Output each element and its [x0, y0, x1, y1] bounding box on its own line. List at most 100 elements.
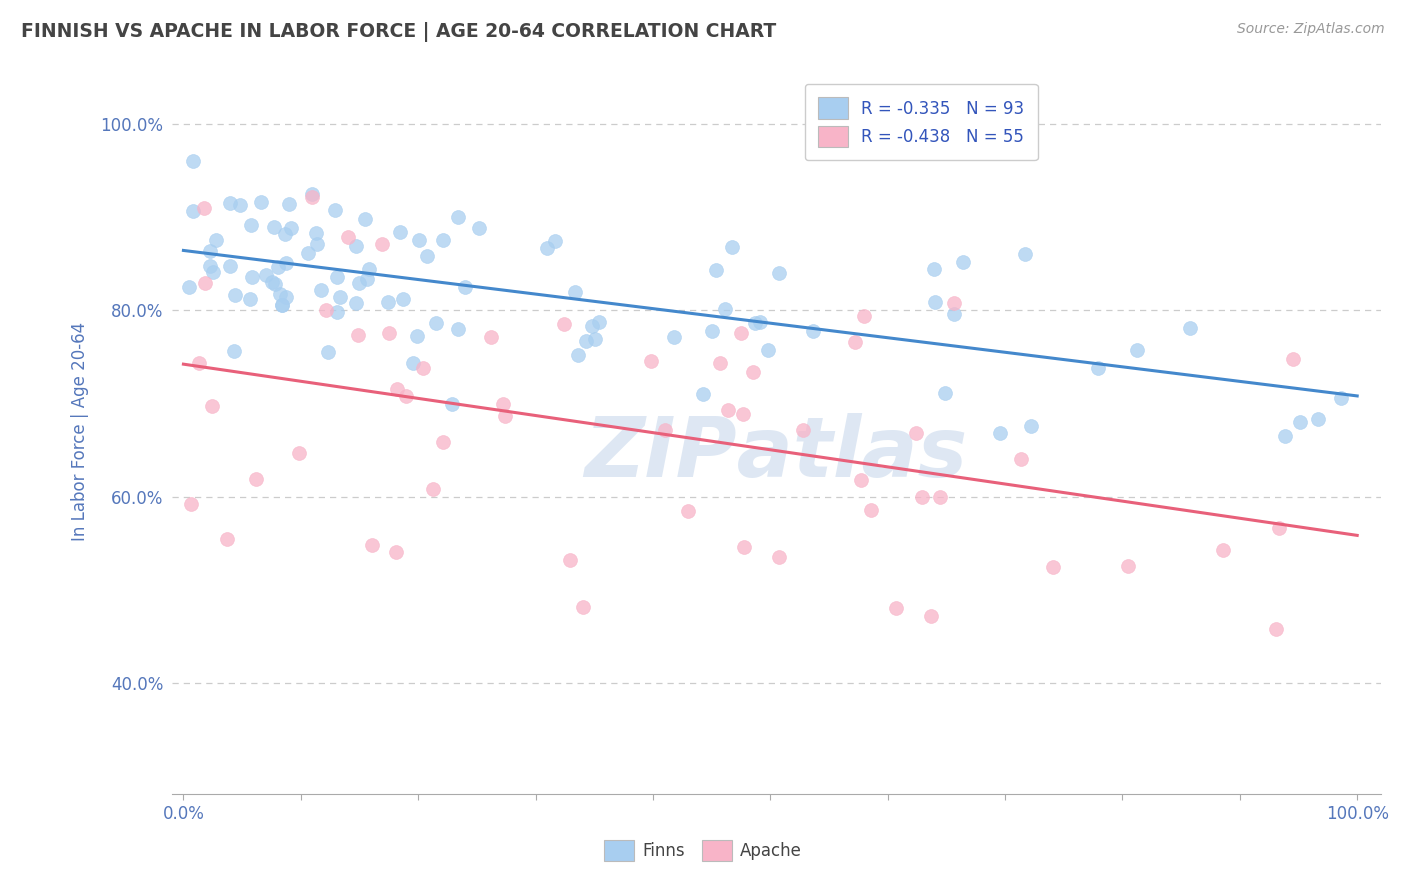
Point	[678, 504, 700, 518]
Point	[494, 409, 516, 423]
Point	[356, 271, 378, 285]
Point	[263, 277, 285, 291]
Point	[229, 198, 252, 212]
Legend: R = -0.335   N = 93, R = -0.438   N = 55: R = -0.335 N = 93, R = -0.438 N = 55	[804, 84, 1038, 161]
Point	[344, 296, 367, 310]
Point	[575, 334, 598, 349]
Point	[1126, 343, 1149, 357]
Point	[432, 434, 454, 449]
Point	[884, 601, 907, 615]
Point	[1087, 360, 1109, 375]
Point	[301, 187, 323, 202]
Point	[204, 233, 226, 247]
Point	[860, 503, 883, 517]
Point	[377, 294, 399, 309]
Point	[309, 283, 332, 297]
Point	[347, 276, 370, 290]
Point	[581, 319, 603, 334]
Point	[558, 553, 581, 567]
Point	[640, 354, 662, 368]
Point	[181, 204, 204, 219]
Point	[1282, 351, 1305, 366]
Point	[254, 268, 277, 282]
Point	[250, 194, 273, 209]
Point	[654, 423, 676, 437]
Point	[219, 196, 242, 211]
Point	[441, 397, 464, 411]
Point	[1180, 321, 1202, 335]
Point	[468, 221, 491, 235]
Point	[1274, 429, 1296, 443]
Point	[851, 473, 873, 487]
Point	[447, 211, 470, 225]
Point	[193, 201, 215, 215]
Point	[288, 446, 311, 460]
Point	[360, 538, 382, 552]
Point	[447, 322, 470, 336]
Point	[952, 254, 974, 268]
Point	[305, 237, 328, 252]
Point	[280, 221, 302, 235]
Point	[316, 344, 339, 359]
Point	[412, 360, 434, 375]
Point	[239, 218, 262, 232]
Point	[276, 290, 298, 304]
Point	[733, 540, 755, 554]
Point	[391, 293, 413, 307]
Point	[347, 327, 370, 342]
Point	[922, 262, 945, 277]
Point	[744, 316, 766, 330]
Point	[564, 285, 586, 299]
Point	[188, 355, 211, 369]
Point	[1212, 542, 1234, 557]
Point	[387, 382, 409, 396]
Point	[245, 472, 267, 486]
Point	[224, 288, 246, 302]
Point	[432, 233, 454, 247]
Point	[326, 270, 349, 285]
Point	[354, 212, 377, 227]
Point	[269, 286, 291, 301]
Point	[1021, 419, 1043, 434]
Point	[267, 260, 290, 274]
Point	[583, 332, 606, 346]
Point	[988, 425, 1011, 440]
Point	[346, 238, 368, 252]
Point	[271, 298, 294, 312]
Text: FINNISH VS APACHE IN LABOR FORCE | AGE 20-64 CORRELATION CHART: FINNISH VS APACHE IN LABOR FORCE | AGE 2…	[21, 22, 776, 42]
Point	[1308, 412, 1330, 426]
Point	[1268, 521, 1291, 535]
Point	[709, 356, 731, 370]
Point	[200, 259, 222, 273]
Point	[1014, 247, 1036, 261]
Point	[536, 241, 558, 255]
Point	[301, 189, 323, 203]
Point	[218, 260, 240, 274]
Point	[1010, 452, 1032, 467]
Point	[201, 265, 224, 279]
Point	[544, 234, 567, 248]
Point	[662, 329, 685, 343]
Text: ZIP​atlas: ZIP​atlas	[585, 413, 967, 493]
Point	[853, 309, 876, 323]
Point	[415, 249, 437, 263]
Point	[792, 424, 814, 438]
Point	[274, 227, 297, 241]
Point	[1116, 558, 1139, 573]
Point	[325, 203, 347, 218]
Point	[453, 280, 475, 294]
Point	[297, 246, 319, 260]
Point	[276, 256, 298, 270]
Point	[263, 220, 285, 235]
Point	[934, 386, 956, 401]
Point	[277, 197, 299, 211]
Point	[406, 329, 429, 343]
Point	[422, 482, 444, 496]
Point	[181, 153, 204, 168]
Point	[942, 295, 965, 310]
Point	[377, 326, 399, 340]
Point	[567, 348, 589, 362]
Point	[371, 236, 394, 251]
Point	[572, 599, 595, 614]
Point	[924, 295, 946, 310]
